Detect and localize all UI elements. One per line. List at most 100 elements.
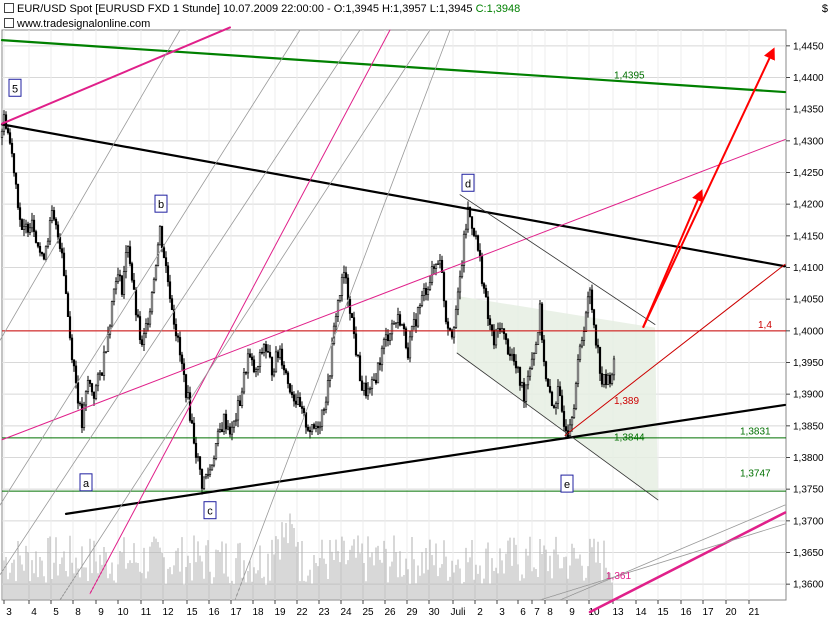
candle-body — [420, 295, 424, 306]
x-tick-label: 4 — [31, 607, 37, 618]
candle-body — [216, 430, 220, 444]
candle-body — [308, 430, 312, 433]
candle-body — [562, 411, 566, 427]
candle-body — [510, 353, 514, 357]
candle-body — [212, 458, 216, 466]
candle-body — [96, 373, 100, 387]
candle-body — [258, 352, 262, 367]
candle-body — [42, 253, 46, 260]
trendline — [1, 26, 231, 125]
candle-body — [398, 314, 402, 326]
candle-body — [192, 422, 196, 444]
candle-body — [172, 309, 176, 325]
candle-body — [48, 220, 52, 242]
x-tick-label: 8 — [547, 607, 553, 618]
candle-body — [330, 343, 334, 377]
chart-header: EUR/USD Spot [EURUSD FXD 1 Stunde] 10.07… — [4, 3, 520, 15]
candle-body — [572, 408, 576, 419]
candle-body — [124, 252, 128, 272]
x-tick-label: 17 — [702, 607, 714, 618]
candle-body — [432, 266, 436, 269]
candle-body — [130, 263, 134, 281]
x-tick-label: 15 — [186, 607, 198, 618]
candle-body — [406, 347, 410, 359]
candle-body — [174, 324, 178, 337]
candle-body — [274, 351, 278, 373]
candle-body — [392, 323, 396, 325]
candle-body — [442, 272, 446, 302]
wave-label-box — [461, 173, 475, 192]
candle-body — [90, 383, 94, 393]
x-tick-label: 23 — [318, 607, 330, 618]
candle-body — [570, 417, 574, 426]
y-tick-label: 1,4450 — [793, 41, 824, 52]
candle-body — [198, 456, 202, 470]
candle-body — [142, 333, 146, 345]
candle-body — [396, 314, 400, 323]
y-tick-label: 1,3650 — [793, 548, 824, 559]
candle-body — [468, 206, 472, 217]
candle-body — [104, 351, 108, 353]
candle-body — [454, 308, 458, 328]
wave-label: c — [207, 506, 213, 518]
trendline — [1, 139, 786, 441]
candle-body — [102, 351, 106, 376]
candle-body — [144, 323, 148, 334]
candle-body — [206, 474, 210, 476]
y-axis-unit: $ — [821, 3, 828, 15]
candle-body — [576, 359, 580, 384]
candle-body — [30, 219, 34, 229]
candle-body — [340, 277, 344, 296]
candle-body — [18, 207, 22, 220]
candle-body — [76, 382, 80, 404]
candle-body — [376, 362, 380, 384]
x-tick-label: 12 — [162, 607, 174, 618]
candle-body — [530, 358, 534, 369]
candle-body — [226, 426, 230, 430]
forecast-arrow — [642, 189, 704, 329]
candle-body — [26, 223, 30, 233]
value-label: 1,4 — [758, 320, 772, 331]
candle-body — [138, 316, 142, 341]
candle-body — [166, 265, 170, 283]
x-tick-label: 11 — [141, 607, 152, 618]
source-line: www.tradesignalonline.com — [4, 18, 150, 30]
candle-body — [426, 289, 430, 295]
candle-body — [288, 383, 292, 393]
candle-body — [384, 334, 388, 340]
candle-body — [268, 352, 272, 358]
candle-body — [494, 330, 498, 346]
candle-body — [606, 374, 610, 385]
candle-body — [538, 303, 542, 334]
candle-body — [512, 353, 516, 362]
header-quote: EUR/USD Spot [EURUSD FXD 1 Stunde] 10.07… — [17, 3, 476, 15]
candle-body — [204, 474, 208, 478]
candle-body — [524, 384, 528, 402]
candle-body — [148, 311, 152, 325]
candle-body — [122, 271, 126, 295]
candle-body — [362, 382, 366, 391]
candle-body — [422, 288, 426, 296]
candle-body — [228, 426, 232, 435]
candle-body — [244, 372, 248, 374]
candle-body — [6, 128, 10, 133]
x-tick-label: 24 — [340, 607, 352, 618]
wave-label: b — [158, 199, 164, 211]
candle-body — [588, 289, 592, 298]
candle-body — [546, 378, 550, 387]
y-tick-label: 1,4350 — [793, 105, 824, 116]
candle-body — [24, 223, 28, 227]
candle-body — [242, 372, 246, 393]
candle-body — [266, 351, 270, 353]
candle-body — [350, 313, 354, 318]
candle-body — [36, 242, 40, 247]
candle-body — [92, 391, 96, 399]
candle-body — [508, 353, 512, 357]
candle-body — [146, 323, 150, 325]
candle-body — [476, 235, 480, 251]
candle-body — [584, 312, 588, 332]
candle-body — [260, 352, 264, 354]
trendline — [0, 39, 787, 94]
candle-body — [332, 325, 336, 345]
trendline — [59, 29, 431, 601]
